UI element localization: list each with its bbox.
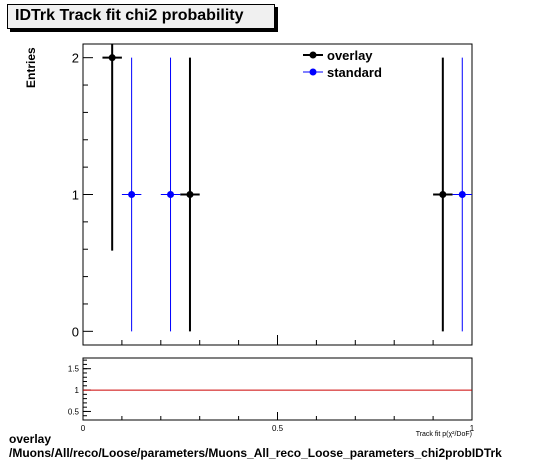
footer-histogram-path: /Muons/All/reco/Loose/parameters/Muons_A… <box>9 446 502 460</box>
data-point <box>128 191 136 198</box>
x-tick-label: 1 <box>470 424 475 433</box>
legend-standard-label: standard <box>327 65 382 80</box>
y-tick-label: 0 <box>72 324 79 339</box>
legend-standard-marker <box>309 68 317 76</box>
data-point <box>439 191 447 198</box>
ratio-y-tick-label: 0.5 <box>68 407 80 416</box>
x-axis-label: Track fit p(χ²/DoF) <box>416 431 472 438</box>
chart-title-box: IDTrk Track fit chi2 probability <box>7 4 275 29</box>
main-axis-ticks: 0 1 2 <box>72 51 473 345</box>
y-tick-label: 1 <box>72 188 79 203</box>
data-point <box>458 191 466 198</box>
ratio-y-tick-label: 1 <box>75 386 80 395</box>
x-tick-label: 0 <box>81 424 86 433</box>
main-plot-marks <box>102 44 472 332</box>
footer-series-label: overlay <box>9 432 52 446</box>
x-tick-label: 0.5 <box>272 424 284 433</box>
legend: overlay standard <box>303 48 382 80</box>
chart-title: IDTrk Track fit chi2 probability <box>15 7 244 24</box>
legend-overlay-label: overlay <box>327 48 373 63</box>
legend-overlay-marker <box>309 51 317 59</box>
data-point <box>186 191 194 198</box>
ratio-plot-frame <box>82 357 473 421</box>
ratio-y-tick-label: 1.5 <box>68 365 80 374</box>
data-point <box>108 54 116 62</box>
ratio-axis-ticks: 0.511.50 0.5 1 <box>68 359 475 433</box>
data-point <box>167 191 175 198</box>
y-tick-label: 2 <box>72 51 79 66</box>
